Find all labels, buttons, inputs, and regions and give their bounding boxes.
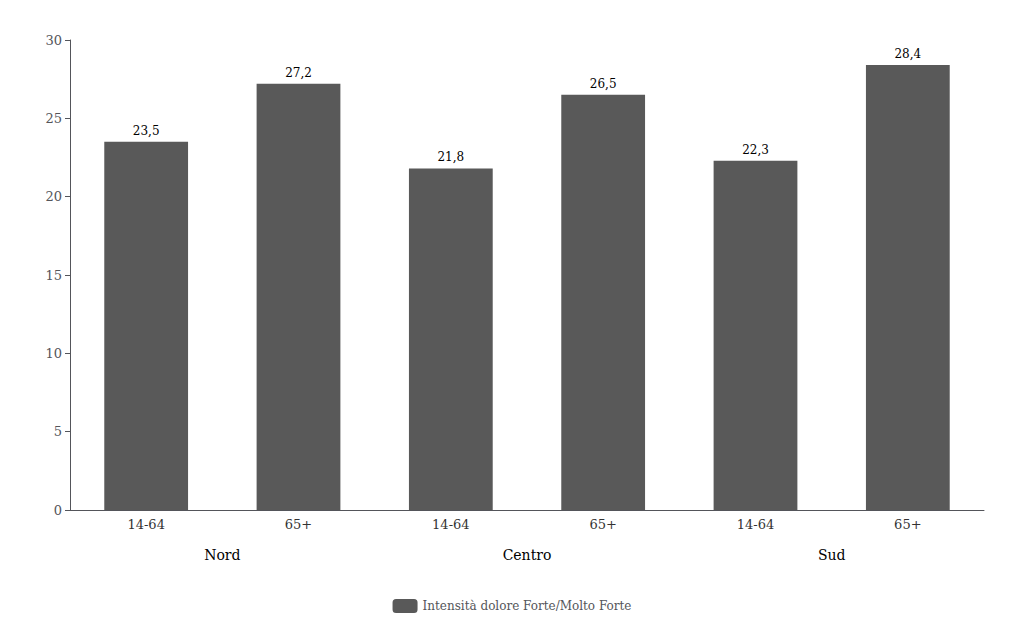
svg-text:5: 5 (54, 424, 62, 439)
svg-text:22,3: 22,3 (742, 143, 769, 157)
svg-text:20: 20 (45, 189, 62, 204)
svg-text:30: 30 (45, 33, 62, 48)
svg-text:14-64: 14-64 (432, 517, 469, 532)
svg-text:Centro: Centro (503, 547, 552, 563)
svg-text:14-64: 14-64 (127, 517, 164, 532)
svg-text:25: 25 (45, 111, 62, 126)
svg-text:65+: 65+ (589, 517, 616, 532)
svg-text:0: 0 (54, 503, 62, 518)
svg-text:10: 10 (45, 346, 62, 361)
svg-text:21,8: 21,8 (437, 150, 464, 164)
svg-text:Intensità dolore Forte/Molto F: Intensità dolore Forte/Molto Forte (423, 599, 632, 613)
svg-text:65+: 65+ (894, 517, 921, 532)
svg-text:Sud: Sud (818, 547, 846, 563)
svg-text:28,4: 28,4 (894, 47, 921, 61)
svg-text:14-64: 14-64 (737, 517, 774, 532)
svg-text:65+: 65+ (285, 517, 312, 532)
svg-text:27,2: 27,2 (285, 66, 312, 80)
svg-text:26,5: 26,5 (590, 77, 617, 91)
svg-text:Nord: Nord (204, 547, 240, 563)
svg-text:15: 15 (45, 268, 62, 283)
svg-text:23,5: 23,5 (133, 124, 160, 138)
